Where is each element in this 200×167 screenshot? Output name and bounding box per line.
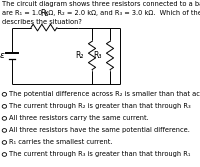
Text: The current through R₂ is greater than that through R₃: The current through R₂ is greater than t… (9, 103, 191, 109)
Text: The potential difference across R₂ is smaller than that across R₃: The potential difference across R₂ is sm… (9, 91, 200, 97)
Text: R₃: R₃ (93, 51, 102, 60)
Text: R₂: R₂ (75, 51, 84, 60)
Text: R₁ carries the smallest current.: R₁ carries the smallest current. (9, 139, 112, 145)
Text: All three resistors have the same potential difference.: All three resistors have the same potent… (9, 127, 190, 133)
Text: All three resistors carry the same current.: All three resistors carry the same curre… (9, 115, 149, 121)
Text: describes the situation?: describes the situation? (2, 19, 82, 25)
Text: The current through R₃ is greater than that through R₁: The current through R₃ is greater than t… (9, 151, 190, 157)
Text: ε: ε (0, 51, 5, 60)
Text: are R₁ = 1.0 kΩ, R₂ = 2.0 kΩ, and R₃ = 3.0 kΩ.  Which of the statements below be: are R₁ = 1.0 kΩ, R₂ = 2.0 kΩ, and R₃ = 3… (2, 10, 200, 16)
Text: R₁: R₁ (40, 9, 48, 18)
Text: The circuit diagram shows three resistors connected to a battery.  The resistanc: The circuit diagram shows three resistor… (2, 1, 200, 7)
